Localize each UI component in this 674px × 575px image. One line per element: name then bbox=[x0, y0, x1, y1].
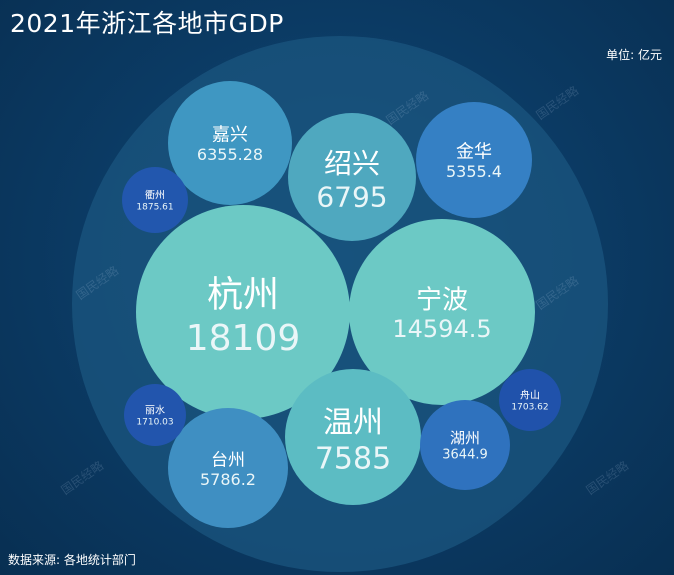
bubble-value-hangzhou: 18109 bbox=[186, 318, 301, 359]
bubble-zhoushan bbox=[499, 369, 561, 431]
bubble-jiaxing bbox=[168, 81, 292, 205]
bubble-label-zhoushan: 舟山 bbox=[520, 389, 540, 402]
bubble-taizhou bbox=[168, 408, 288, 528]
bubble-value-jiaxing: 6355.28 bbox=[197, 145, 263, 164]
bubble-lishui bbox=[124, 384, 186, 446]
unit-label: 单位: 亿元 bbox=[606, 48, 662, 62]
bubble-hangzhou bbox=[136, 205, 350, 419]
bubble-wenzhou bbox=[285, 369, 421, 505]
bubble-label-jinhua: 金华 bbox=[456, 141, 492, 162]
bubble-quzhou bbox=[122, 167, 188, 233]
bubble-value-quzhou: 1875.61 bbox=[136, 202, 173, 212]
watermark-text: 国民经略 bbox=[533, 83, 581, 123]
bubble-value-wenzhou: 7585 bbox=[315, 442, 391, 477]
bubble-label-wenzhou: 温州 bbox=[323, 406, 383, 441]
bubble-value-shaoxing: 6795 bbox=[316, 180, 387, 213]
bubble-value-lishui: 1710.03 bbox=[136, 417, 173, 427]
bubble-ningbo bbox=[349, 219, 535, 405]
bubble-label-taizhou: 台州 bbox=[211, 451, 245, 471]
bubble-value-jinhua: 5355.4 bbox=[446, 162, 502, 181]
bubble-value-taizhou: 5786.2 bbox=[200, 470, 256, 489]
bubble-label-hangzhou: 杭州 bbox=[207, 275, 279, 316]
bubble-shaoxing bbox=[288, 113, 416, 241]
bubble-value-zhoushan: 1703.62 bbox=[511, 402, 548, 412]
watermark-text: 国民经略 bbox=[58, 458, 106, 498]
chart-title: 2021年浙江各地市GDP bbox=[10, 9, 284, 38]
data-source: 数据来源: 各地统计部门 bbox=[8, 553, 136, 567]
bubble-label-huzhou: 湖州 bbox=[450, 429, 480, 447]
bubble-label-quzhou: 衢州 bbox=[145, 190, 165, 202]
bubble-huzhou bbox=[420, 400, 510, 490]
bubble-value-huzhou: 3644.9 bbox=[442, 448, 488, 463]
bubble-label-ningbo: 宁波 bbox=[416, 285, 468, 315]
bubble-label-jiaxing: 嘉兴 bbox=[212, 124, 248, 145]
bubble-label-lishui: 丽水 bbox=[145, 405, 165, 417]
bubbles-layer: 杭州18109宁波14594.5温州7585绍兴6795嘉兴6355.28台州5… bbox=[122, 81, 561, 528]
bubble-value-ningbo: 14594.5 bbox=[392, 315, 491, 343]
bubble-jinhua bbox=[416, 102, 532, 218]
watermark-text: 国民经略 bbox=[583, 458, 631, 498]
bubble-label-shaoxing: 绍兴 bbox=[324, 147, 380, 180]
